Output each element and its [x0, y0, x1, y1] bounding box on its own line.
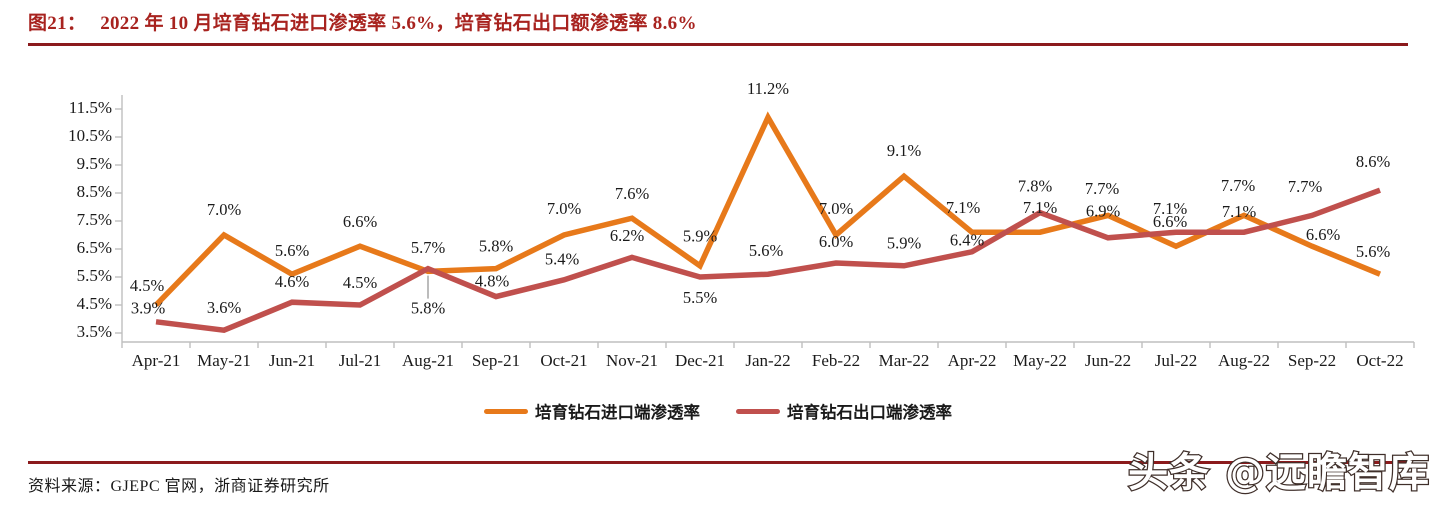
export-data-label: 4.8% — [475, 271, 510, 290]
y-tick-label: 3.5% — [77, 322, 112, 341]
import-data-label: 5.7% — [411, 238, 446, 257]
x-tick-label: Jul-22 — [1155, 351, 1198, 370]
export-data-label: 3.9% — [131, 299, 166, 318]
x-tick-label: Oct-22 — [1356, 351, 1403, 370]
export-data-label: 5.9% — [887, 234, 922, 253]
figure-title: 2022 年 10 月培育钻石进口渗透率 5.6%，培育钻石出口额渗透率 8.6… — [100, 13, 697, 34]
import-data-label: 7.1% — [946, 198, 981, 217]
x-tick-label: Apr-22 — [948, 351, 997, 370]
x-tick-label: Mar-22 — [879, 351, 930, 370]
legend-item-import: 培育钻石进口端渗透率 — [484, 399, 700, 423]
x-tick-label: Apr-21 — [132, 351, 181, 370]
y-tick-label: 8.5% — [77, 182, 112, 201]
export-data-label: 7.1% — [1153, 199, 1188, 218]
x-tick-label: Oct-21 — [540, 351, 587, 370]
import-data-label: 7.7% — [1221, 176, 1256, 195]
export-data-label: 5.8% — [411, 298, 446, 317]
x-tick-label: Feb-22 — [812, 351, 860, 370]
import-data-label: 7.6% — [615, 184, 650, 203]
export-data-label: 6.9% — [1086, 202, 1121, 221]
import-data-label: 7.0% — [819, 199, 854, 218]
y-tick-label: 6.5% — [77, 238, 112, 257]
line-chart: 3.5% 4.5% 5.5% 6.5% 7.5% 8.5% 9.5% 10.5% 11.5% Ap… — [0, 55, 1436, 390]
export-data-label: 7.7% — [1288, 177, 1323, 196]
y-tick-label: 11.5% — [69, 98, 112, 117]
legend-item-export: 培育钻石出口端渗透率 — [736, 399, 952, 423]
export-data-label: 4.6% — [275, 272, 310, 291]
export-data-label: 6.4% — [950, 231, 985, 250]
import-data-label: 6.6% — [343, 212, 378, 231]
x-tick-label: Jan-22 — [745, 351, 790, 370]
legend-label-export: 培育钻石出口端渗透率 — [787, 403, 952, 422]
y-tick-label: 7.5% — [77, 210, 112, 229]
source-note: 资料来源：GJEPC 官网，浙商证券研究所 — [28, 478, 330, 495]
x-tick-label: Aug-22 — [1218, 351, 1270, 370]
import-data-label: 7.0% — [207, 200, 242, 219]
export-data-label: 6.0% — [819, 232, 854, 251]
export-data-label: 4.5% — [343, 273, 378, 292]
y-tick-label: 4.5% — [77, 294, 112, 313]
x-tick-label: Jul-21 — [339, 351, 382, 370]
import-line-swatch — [484, 408, 528, 414]
export-data-label: 5.6% — [749, 241, 784, 260]
x-tick-label: Jun-22 — [1085, 351, 1131, 370]
import-data-label: 5.8% — [479, 236, 514, 255]
import-data-label: 5.6% — [275, 241, 310, 260]
axes — [115, 95, 1415, 348]
y-tick-label: 9.5% — [77, 154, 112, 173]
chart-canvas: 3.5% 4.5% 5.5% 6.5% 7.5% 8.5% 9.5% 10.5% 11.5% Ap… — [68, 79, 1415, 370]
x-tick-label: Sep-21 — [472, 351, 520, 370]
export-data-label: 7.8% — [1018, 176, 1053, 195]
import-data-label: 4.5% — [130, 276, 165, 295]
title-divider — [28, 43, 1408, 46]
figure-label: 图21： — [28, 13, 87, 34]
export-data-label: 6.2% — [610, 226, 645, 245]
watermark: 头条 @远瞻智库 — [1127, 449, 1430, 498]
x-tick-label: Sep-22 — [1288, 351, 1336, 370]
import-data-label: 11.2% — [747, 79, 789, 98]
chart-legend: 培育钻石进口端渗透率 培育钻石出口端渗透率 — [0, 399, 1436, 423]
import-data-label: 5.6% — [1356, 242, 1391, 261]
import-data-label: 6.6% — [1153, 212, 1188, 231]
y-tick-label: 5.5% — [77, 266, 112, 285]
export-data-label: 5.5% — [683, 288, 718, 307]
export-data-label: 5.4% — [545, 250, 580, 269]
figure-title-row: 图21： 2022 年 10 月培育钻石进口渗透率 5.6%，培育钻石出口额渗透… — [28, 8, 697, 35]
x-tick-label: May-21 — [197, 351, 251, 370]
footer-divider — [28, 461, 1408, 464]
import-data-label: 7.7% — [1085, 179, 1120, 198]
x-tick-label: May-22 — [1013, 351, 1067, 370]
import-data-label: 7.0% — [547, 199, 582, 218]
import-data-label: 6.6% — [1306, 225, 1341, 244]
legend-label-import: 培育钻石进口端渗透率 — [535, 403, 700, 422]
import-series-line — [154, 111, 1382, 307]
x-tick-label: Aug-21 — [402, 351, 454, 370]
import-data-label: 5.9% — [683, 227, 718, 246]
export-data-label: 7.1% — [1222, 202, 1257, 221]
x-tick-label: Nov-21 — [606, 351, 658, 370]
y-tick-label: 10.5% — [68, 126, 112, 145]
import-data-label: 9.1% — [887, 141, 922, 160]
export-line-swatch — [736, 408, 780, 414]
import-data-label: 7.1% — [1023, 198, 1058, 217]
export-series-line — [155, 187, 1381, 334]
x-tick-label: Jun-21 — [269, 351, 315, 370]
export-data-label: 8.6% — [1356, 152, 1391, 171]
watermark-text: 头条 @远瞻智库 — [1128, 450, 1430, 496]
x-tick-label: Dec-21 — [675, 351, 725, 370]
export-data-label: 3.6% — [207, 298, 242, 317]
